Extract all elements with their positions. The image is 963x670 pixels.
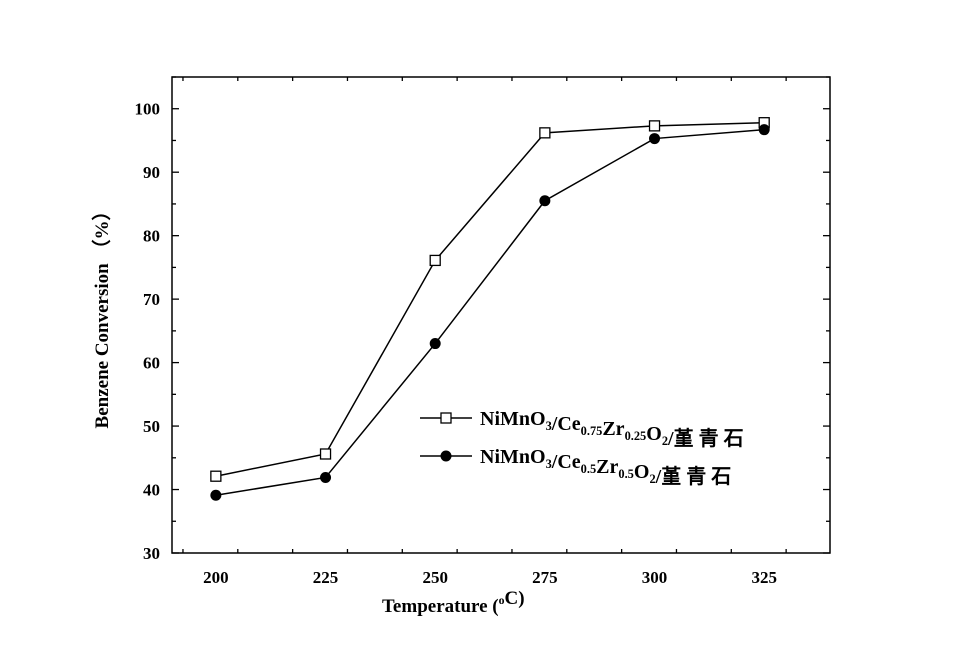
series-line xyxy=(215,128,765,496)
legend-marker-square xyxy=(440,412,452,424)
x-axis-label-part: Temperature ( xyxy=(382,596,499,617)
data-point-circle xyxy=(758,124,770,136)
data-point-square xyxy=(648,120,661,132)
legend-label-part: /Ce xyxy=(551,451,581,473)
legend-label-part: 3 xyxy=(546,419,552,433)
data-point-circle xyxy=(429,338,441,350)
y-tick-label: 80 xyxy=(143,227,160,246)
legend-label-part: 0.5 xyxy=(581,462,597,476)
data-point-square xyxy=(429,254,441,267)
plot-frame xyxy=(171,76,831,554)
data-point-circle xyxy=(210,489,222,501)
y-axis-label: Benzene Conversion （%） xyxy=(90,202,113,429)
legend-label-part: 0.25 xyxy=(625,429,647,443)
legend-label-part: /Ce xyxy=(551,413,581,435)
x-tick-label: 325 xyxy=(751,568,777,587)
legend-label: NiMnO3/Ce0.5Zr0.5O2/堇 青 石 xyxy=(480,446,731,488)
y-tick-label: 70 xyxy=(143,290,160,309)
legend-label-part: 2 xyxy=(662,434,668,448)
data-point-square xyxy=(210,470,222,482)
legend-label-part: NiMnO xyxy=(480,446,546,468)
legend-label-part: /堇 青 石 xyxy=(667,426,744,450)
legend-label-part: /堇 青 石 xyxy=(655,464,732,488)
legend-label-part: 2 xyxy=(649,472,655,486)
legend-label-part: O xyxy=(634,461,650,483)
series-line xyxy=(215,121,765,477)
legend-label-part: O xyxy=(646,423,662,445)
data-point-square xyxy=(319,448,332,460)
x-axis-label-part: C) xyxy=(505,588,525,609)
legend-label-part: 3 xyxy=(546,457,552,471)
legend-label-part: 0.5 xyxy=(618,467,634,481)
x-axis-label-part: o xyxy=(499,594,505,607)
y-tick-label: 40 xyxy=(143,481,160,500)
data-point-circle xyxy=(649,133,661,145)
y-tick-label: 100 xyxy=(135,100,161,119)
legend-label-part: Zr xyxy=(602,418,624,440)
x-tick-label: 250 xyxy=(422,568,448,587)
x-tick-label: 300 xyxy=(642,568,668,587)
y-tick-label: 90 xyxy=(143,163,160,182)
x-tick-label: 200 xyxy=(203,568,229,587)
legend-marker-circle xyxy=(440,450,452,462)
data-point-circle xyxy=(539,195,551,207)
legend-label-part: NiMnO xyxy=(480,408,546,430)
legend-label-part: Zr xyxy=(596,456,618,478)
legend-label-part: 0.75 xyxy=(581,424,603,438)
y-tick-label: 60 xyxy=(143,354,160,373)
data-point-square xyxy=(539,127,551,139)
x-tick-label: 275 xyxy=(532,568,558,587)
y-tick-label: 30 xyxy=(143,544,160,563)
data-point-circle xyxy=(320,471,332,483)
x-axis-label: Temperature (oC) xyxy=(382,588,525,617)
x-tick-label: 225 xyxy=(313,568,339,587)
legend-label: NiMnO3/Ce0.75Zr0.25O2/堇 青 石 xyxy=(480,408,744,450)
y-tick-label: 50 xyxy=(143,417,160,436)
